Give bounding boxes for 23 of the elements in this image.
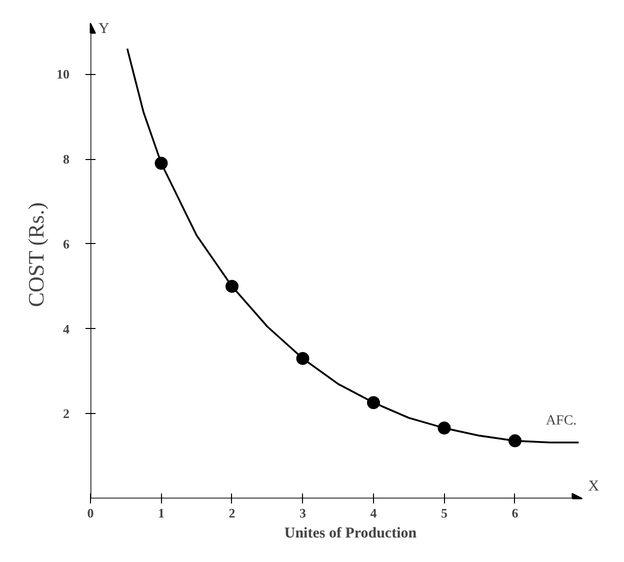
point [366,396,380,410]
y-tick-label: 10 [56,66,70,82]
annotation: Y [98,21,110,38]
point [508,434,522,448]
x-tick-label: 3 [299,506,306,520]
y-tick-label: 8 [63,152,70,167]
x-tick-label: 6 [512,506,519,520]
point [438,422,451,435]
x-tick-label: 5 [440,506,448,520]
y-axis-title: COST (Rs.) [24,202,48,308]
text: X [588,478,600,494]
y-tick-label: 4 [63,321,70,336]
point [225,280,238,293]
x-tick-label: 1 [158,506,164,520]
x-tick-label: 0 [87,506,94,520]
point [154,156,168,170]
x-tick-label: 2 [228,506,236,520]
point [296,352,310,365]
x-tick-label: 4 [370,506,378,520]
y-tick-label: 2 [63,406,70,422]
series-label: AFC. [546,413,577,428]
x-axis-title: Unites of Production [284,526,418,542]
y-tick-label: 6 [63,236,70,252]
